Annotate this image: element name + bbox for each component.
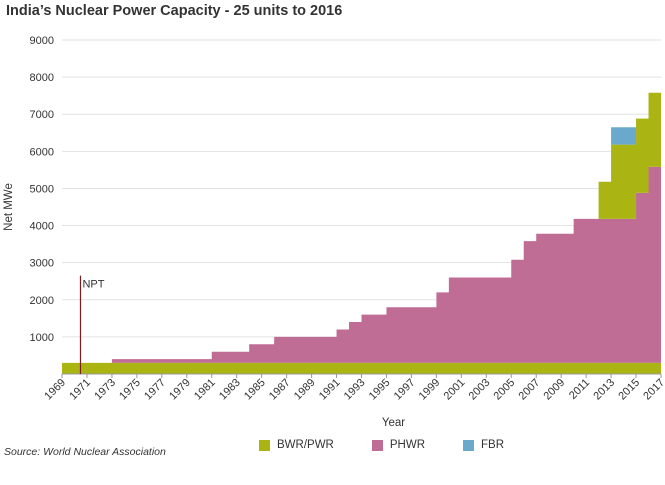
x-tick-label: 1969 xyxy=(42,377,68,403)
y-tick-label: 9000 xyxy=(30,35,54,47)
x-tick-label: 1985 xyxy=(242,377,268,403)
legend-swatch-fbr xyxy=(463,439,474,451)
x-tick-label: 1975 xyxy=(117,377,143,403)
x-tick-label: 2013 xyxy=(591,377,617,403)
x-tick-label: 1971 xyxy=(67,377,93,403)
legend-item-fbr: FBR xyxy=(463,439,504,451)
y-tick-label: 6000 xyxy=(30,146,54,158)
area-bwr-pwr-base xyxy=(62,362,661,374)
legend-swatch-phwr xyxy=(371,439,383,451)
y-tick-label: 8000 xyxy=(30,72,54,84)
annotation-label: NPT xyxy=(82,279,104,291)
x-axis-title: Year xyxy=(382,417,405,429)
x-tick-label: 1991 xyxy=(317,377,343,403)
y-tick-label: 7000 xyxy=(30,109,54,121)
legend-item-phwr: PHWR xyxy=(371,439,425,451)
y-axis-title: Net MWe xyxy=(3,183,15,231)
legend-label-bwr-pwr: BWR/PWR xyxy=(277,439,334,451)
x-tick-label: 2017 xyxy=(641,377,665,403)
x-tick-label: 1993 xyxy=(342,377,368,403)
x-tick-label: 1987 xyxy=(267,377,293,403)
x-tick-label: 2003 xyxy=(467,377,493,403)
x-tick-label: 1973 xyxy=(92,377,118,403)
x-tick-label: 2001 xyxy=(442,377,468,403)
legend-item-bwr-pwr: BWR/PWR xyxy=(259,439,334,451)
x-tick-label: 2009 xyxy=(541,377,567,403)
source-note: Source: World Nuclear Association xyxy=(4,446,166,458)
x-tick-label: 1989 xyxy=(292,377,318,403)
x-tick-label: 1995 xyxy=(367,377,393,403)
legend-swatch-bwr-pwr xyxy=(259,439,270,451)
legend-label-fbr: FBR xyxy=(481,439,504,451)
legend-label-phwr: PHWR xyxy=(389,439,425,451)
y-tick-label: 1000 xyxy=(30,332,54,344)
x-tick-label: 1977 xyxy=(142,377,168,403)
y-tick-label: 2000 xyxy=(30,295,54,307)
x-tick-label: 1999 xyxy=(417,377,443,403)
y-tick-label: 4000 xyxy=(30,221,54,233)
x-tick-label: 2011 xyxy=(567,377,592,402)
x-tick-label: 1981 xyxy=(192,377,218,403)
area-phwr xyxy=(62,166,661,363)
chart-title: India’s Nuclear Power Capacity - 25 unit… xyxy=(6,3,343,19)
chart-legend: BWR/PWR PHWR FBR xyxy=(259,439,504,451)
x-tick-label: 2015 xyxy=(616,377,642,403)
x-tick-label: 1983 xyxy=(217,377,243,403)
y-tick-label: 5000 xyxy=(30,183,54,195)
x-tick-label: 1997 xyxy=(392,377,418,403)
x-tick-label: 2005 xyxy=(492,377,518,403)
y-tick-label: 3000 xyxy=(30,258,54,270)
x-tick-label: 2007 xyxy=(517,377,543,403)
x-tick-label: 1979 xyxy=(167,377,193,403)
